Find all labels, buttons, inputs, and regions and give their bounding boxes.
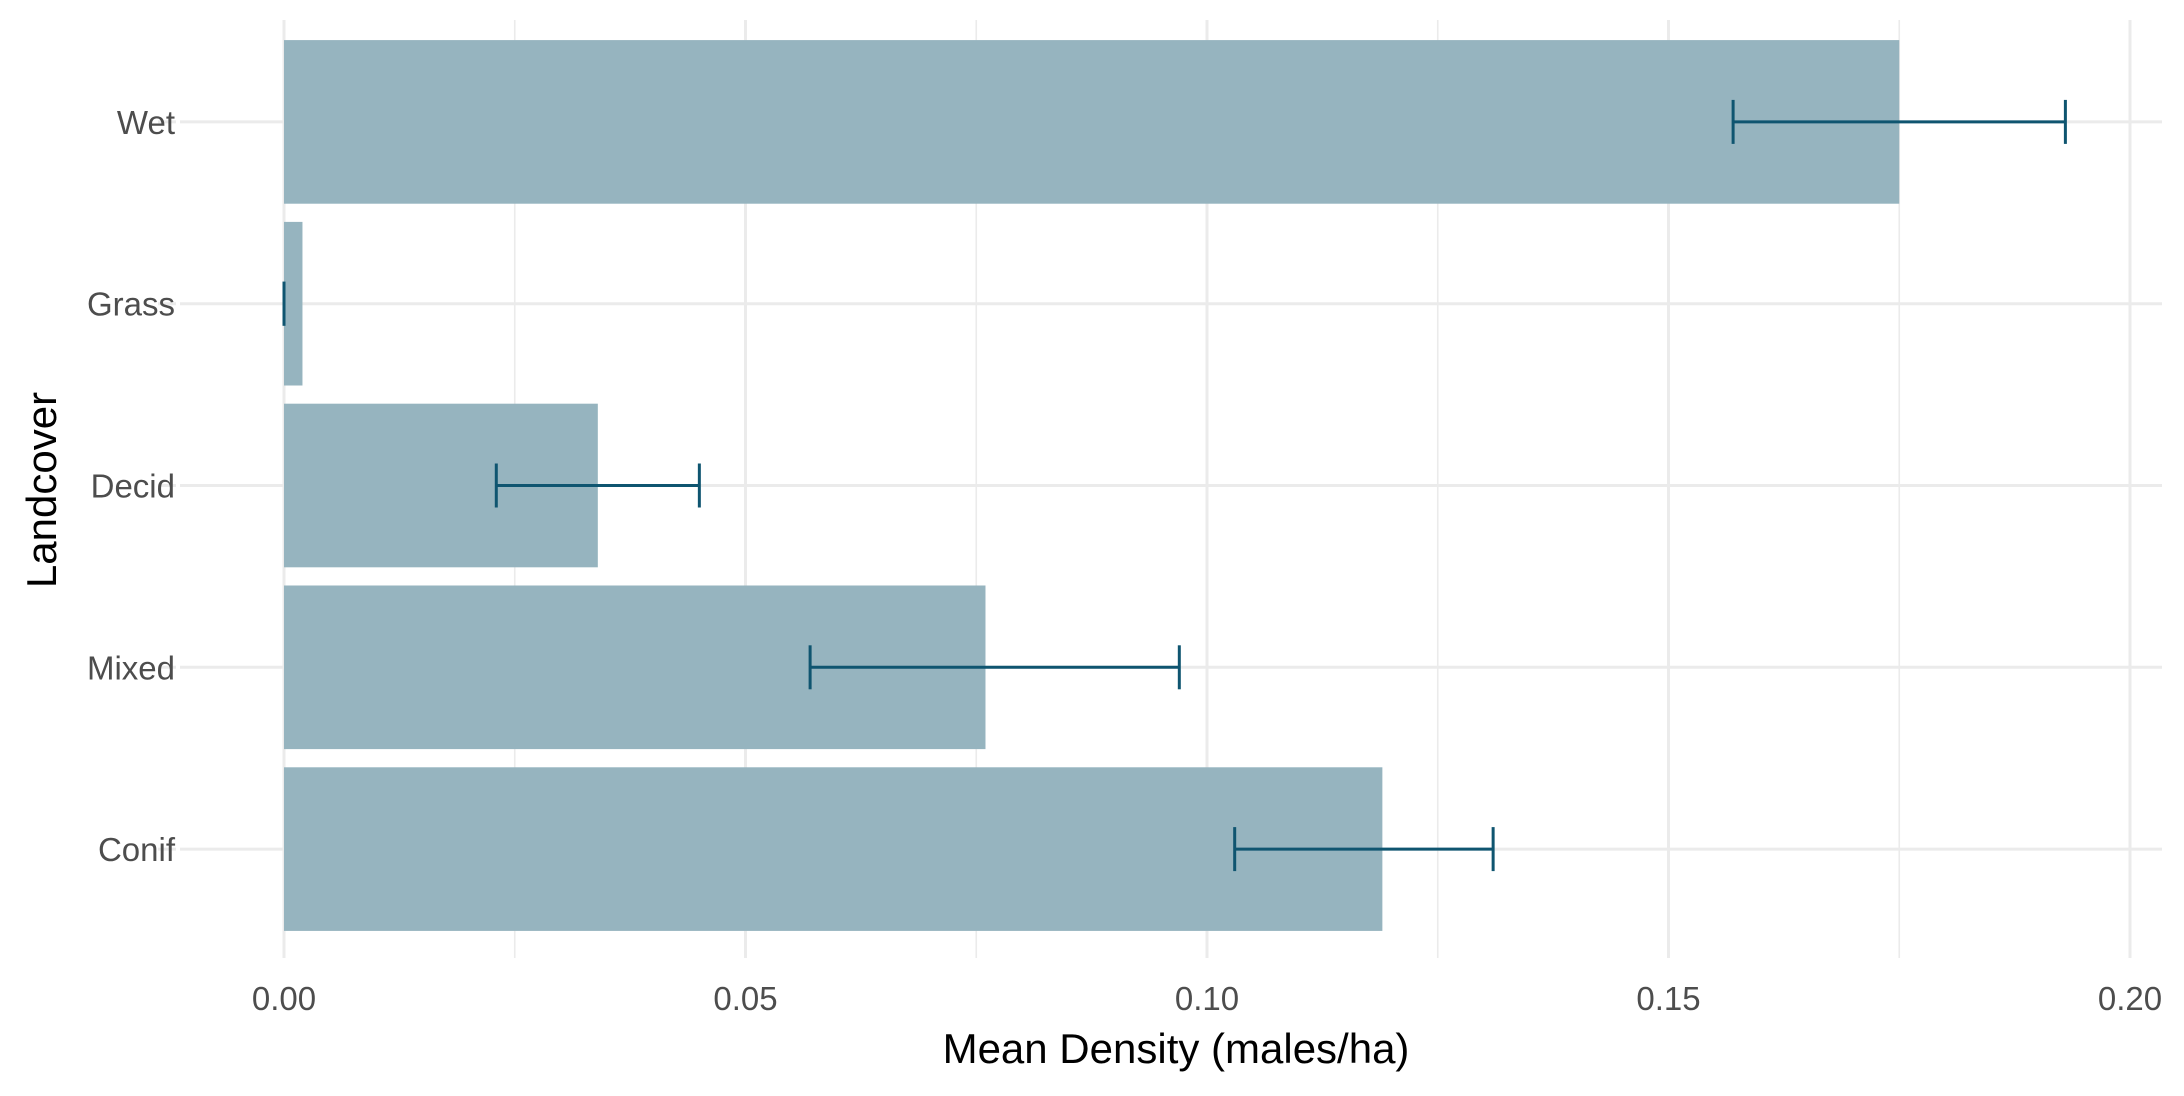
y-tick-label-grass: Grass — [87, 286, 175, 323]
bar-grass — [284, 221, 303, 386]
y-tick-labels: Conif Mixed Decid Grass Wet — [87, 104, 176, 868]
x-axis-title: Mean Density (males/ha) — [943, 1025, 1410, 1072]
bar-conif — [284, 767, 1383, 931]
error-bars — [282, 99, 2067, 872]
x-tick-labels: 0.00 0.05 0.10 0.15 0.20 — [252, 980, 2162, 1017]
error-bar-decid — [494, 463, 701, 508]
y-tick-label-mixed: Mixed — [87, 649, 175, 686]
y-tick-label-conif: Conif — [98, 831, 176, 868]
y-tick-label-wet: Wet — [117, 104, 175, 141]
error-bar-wet — [1731, 99, 2067, 144]
x-tick-label: 0.05 — [713, 980, 777, 1017]
y-tick-label-decid: Decid — [91, 468, 175, 505]
bar-wet — [284, 40, 1900, 204]
x-tick-label: 0.15 — [1636, 980, 1700, 1017]
bars — [284, 40, 1900, 931]
error-bar-conif — [1233, 827, 1495, 872]
x-tick-label: 0.00 — [252, 980, 316, 1017]
y-tick-marks — [158, 120, 176, 851]
error-bar-mixed — [808, 645, 1181, 690]
y-axis-title: Landcover — [18, 392, 65, 588]
x-tick-label: 0.10 — [1175, 980, 1239, 1017]
x-tick-label: 0.20 — [2098, 980, 2162, 1017]
